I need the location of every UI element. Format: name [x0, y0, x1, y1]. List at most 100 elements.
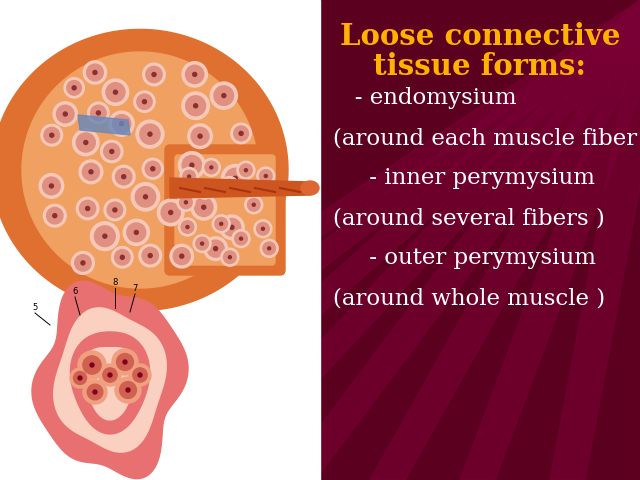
Circle shape [259, 170, 272, 182]
Circle shape [235, 232, 247, 245]
Circle shape [100, 140, 123, 163]
Polygon shape [32, 281, 188, 479]
Circle shape [193, 72, 196, 76]
Text: 8: 8 [112, 278, 118, 287]
Circle shape [180, 196, 192, 209]
Polygon shape [10, 0, 640, 480]
Circle shape [103, 368, 117, 382]
Text: 7: 7 [132, 284, 138, 293]
Circle shape [223, 180, 236, 192]
Circle shape [228, 256, 231, 259]
Circle shape [205, 161, 218, 174]
Circle shape [179, 218, 196, 236]
Circle shape [70, 368, 90, 388]
Text: (around several fibers ): (around several fibers ) [333, 207, 605, 229]
Circle shape [231, 123, 252, 144]
Circle shape [191, 127, 209, 145]
Circle shape [127, 223, 146, 242]
Circle shape [239, 237, 243, 240]
Circle shape [95, 226, 115, 247]
Circle shape [122, 175, 125, 179]
Circle shape [143, 195, 147, 199]
Text: - inner perymysium: - inner perymysium [333, 167, 595, 189]
Circle shape [151, 167, 155, 171]
Circle shape [190, 163, 194, 167]
Circle shape [157, 199, 184, 226]
Circle shape [196, 237, 209, 250]
Circle shape [39, 174, 64, 198]
Circle shape [260, 240, 278, 257]
Polygon shape [78, 115, 130, 135]
Circle shape [107, 202, 123, 218]
Circle shape [220, 222, 223, 225]
Circle shape [257, 222, 269, 235]
Circle shape [222, 94, 226, 97]
Circle shape [182, 62, 207, 87]
Circle shape [102, 79, 129, 106]
Circle shape [244, 196, 263, 214]
Circle shape [83, 163, 99, 180]
Circle shape [221, 248, 239, 266]
Polygon shape [280, 0, 640, 480]
Polygon shape [190, 0, 640, 480]
Circle shape [228, 184, 231, 187]
Circle shape [143, 100, 147, 104]
Text: (around whole muscle ): (around whole muscle ) [333, 287, 605, 309]
Circle shape [252, 203, 255, 206]
Circle shape [113, 165, 135, 188]
Ellipse shape [301, 181, 319, 195]
Circle shape [67, 81, 81, 95]
Circle shape [63, 112, 67, 116]
Polygon shape [170, 178, 310, 198]
Circle shape [214, 247, 218, 251]
Circle shape [49, 184, 53, 188]
Circle shape [124, 219, 149, 245]
Circle shape [116, 354, 134, 371]
Circle shape [81, 261, 85, 265]
Circle shape [268, 247, 271, 250]
Text: - outer perymysium: - outer perymysium [333, 247, 596, 269]
Circle shape [181, 221, 194, 233]
Circle shape [72, 129, 99, 156]
Circle shape [44, 127, 60, 143]
Polygon shape [70, 332, 150, 434]
Circle shape [115, 250, 130, 265]
Circle shape [50, 133, 54, 137]
Circle shape [41, 124, 63, 146]
Circle shape [115, 377, 141, 403]
Circle shape [263, 242, 275, 255]
Circle shape [143, 63, 165, 86]
Circle shape [104, 199, 125, 221]
Circle shape [44, 204, 66, 227]
Bar [0, 0, 320, 480]
Circle shape [133, 368, 147, 382]
Circle shape [186, 65, 204, 84]
Circle shape [79, 160, 103, 184]
Circle shape [210, 166, 213, 169]
Circle shape [104, 144, 120, 159]
Circle shape [90, 363, 94, 367]
Circle shape [223, 218, 241, 236]
Circle shape [188, 124, 212, 148]
Circle shape [212, 215, 230, 233]
Circle shape [232, 229, 250, 248]
Circle shape [120, 382, 136, 398]
Circle shape [198, 184, 211, 196]
Circle shape [202, 205, 205, 209]
Circle shape [202, 158, 220, 177]
Circle shape [111, 247, 133, 268]
Circle shape [210, 82, 237, 109]
Polygon shape [81, 348, 138, 420]
Circle shape [120, 122, 124, 126]
Circle shape [186, 96, 205, 116]
Circle shape [220, 177, 238, 194]
Circle shape [204, 237, 227, 261]
Circle shape [179, 152, 205, 179]
Circle shape [142, 158, 163, 180]
Circle shape [120, 255, 124, 259]
Circle shape [108, 373, 112, 377]
Circle shape [194, 104, 198, 108]
Circle shape [186, 226, 189, 228]
Circle shape [254, 220, 272, 238]
Circle shape [103, 234, 107, 238]
